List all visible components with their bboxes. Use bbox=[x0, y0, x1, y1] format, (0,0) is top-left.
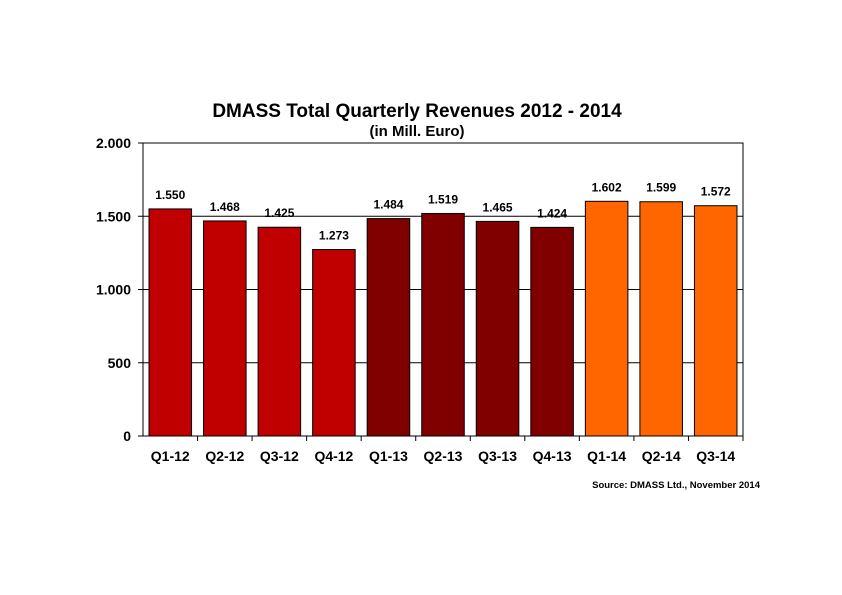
bars bbox=[148, 200, 738, 437]
y-tick-label: 500 bbox=[108, 355, 132, 371]
x-tick-label: Q3-14 bbox=[696, 448, 735, 464]
bar-q2-13 bbox=[421, 212, 465, 437]
bar-q2-14 bbox=[639, 201, 683, 437]
x-tick-label: Q2-13 bbox=[424, 448, 463, 464]
value-label: 1.519 bbox=[428, 192, 458, 206]
x-tick-label: Q1-13 bbox=[369, 448, 408, 464]
value-labels: 1.550 1.468 1.425 1.273 1.484 1.519 1.465 1.424… bbox=[155, 180, 731, 242]
chart-title: DMASS Total Quarterly Revenues 2012 - 20… bbox=[212, 101, 622, 122]
y-tick-label: 2.000 bbox=[96, 135, 131, 151]
value-label: 1.602 bbox=[592, 180, 622, 194]
bar-q1-14 bbox=[584, 200, 629, 437]
bar-q2-12 bbox=[203, 220, 247, 437]
value-label: 1.465 bbox=[483, 200, 513, 214]
x-tick-label: Q3-13 bbox=[478, 448, 517, 464]
x-tick-label: Q1-12 bbox=[151, 448, 190, 464]
x-axis-labels: Q1-12 Q2-12 Q3-12 Q4-12 Q1-13 Q2-13 Q3-13 Q4-13… bbox=[151, 436, 744, 464]
value-label: 1.550 bbox=[155, 188, 185, 202]
bar-q3-12 bbox=[257, 226, 302, 437]
x-tick-label: Q4-13 bbox=[533, 448, 572, 464]
y-tick-label: 1.500 bbox=[96, 208, 131, 224]
x-tick-label: Q3-12 bbox=[260, 448, 299, 464]
value-label: 1.572 bbox=[701, 185, 731, 199]
bar-q3-14 bbox=[693, 205, 738, 437]
bar-q1-13 bbox=[366, 218, 411, 437]
value-label: 1.425 bbox=[264, 206, 294, 220]
x-tick-label: Q2-12 bbox=[205, 448, 244, 464]
source-note: Source: DMASS Ltd., November 2014 bbox=[592, 480, 761, 491]
value-label: 1.468 bbox=[210, 200, 240, 214]
x-tick-label: Q2-14 bbox=[642, 448, 681, 464]
bar-q4-12 bbox=[312, 249, 356, 437]
bar-q3-13 bbox=[475, 220, 520, 437]
value-label: 1.484 bbox=[373, 198, 403, 212]
bar-q1-12 bbox=[148, 208, 193, 437]
y-tick-label: 0 bbox=[123, 428, 131, 444]
x-tick-label: Q4-12 bbox=[314, 448, 353, 464]
y-axis-ticks: 0 500 1.000 1.500 2.000 bbox=[96, 135, 143, 444]
value-label: 1.599 bbox=[646, 181, 676, 195]
x-tick-label: Q1-14 bbox=[587, 448, 626, 464]
chart-subtitle: (in Mill. Euro) bbox=[370, 123, 465, 140]
bar-q4-13 bbox=[530, 226, 574, 437]
value-label: 1.273 bbox=[319, 229, 349, 243]
y-tick-label: 1.000 bbox=[96, 282, 131, 298]
value-label: 1.424 bbox=[537, 206, 567, 220]
